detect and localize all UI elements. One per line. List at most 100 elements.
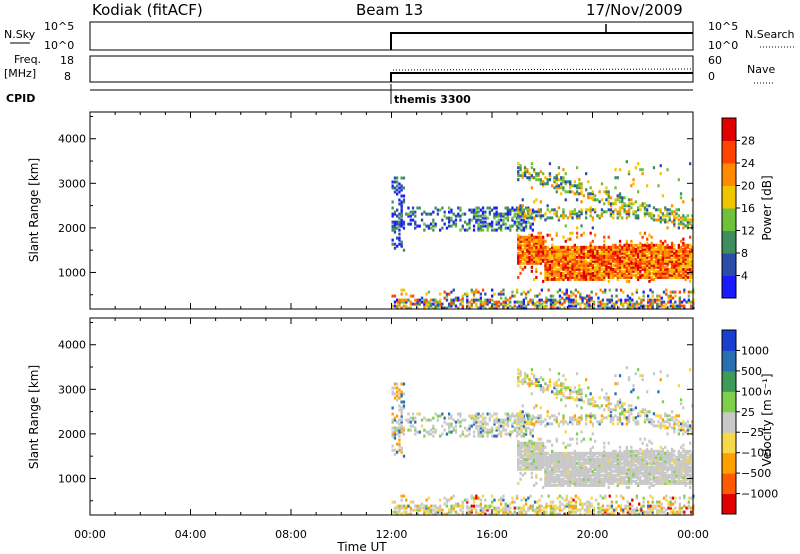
power-cell xyxy=(630,251,633,255)
power-cell xyxy=(573,263,576,267)
power-cell xyxy=(539,257,542,261)
velocity-cell xyxy=(551,457,554,461)
velocity-cell xyxy=(583,502,586,506)
velocity-cell xyxy=(500,432,503,436)
velocity-cell xyxy=(630,477,633,481)
power-cell xyxy=(539,241,542,245)
velocity-cell xyxy=(553,459,556,463)
power-cell xyxy=(594,273,597,277)
power-cell xyxy=(655,249,658,253)
velocity-cell xyxy=(686,459,689,463)
power-cell xyxy=(544,271,547,275)
power-cell xyxy=(691,255,694,259)
power-cell xyxy=(580,257,583,261)
velocity-cell xyxy=(548,380,552,384)
velocity-cell xyxy=(659,455,662,459)
velocity-cell xyxy=(523,378,527,382)
velocity-cell xyxy=(452,494,455,498)
velocity-cell xyxy=(589,463,592,467)
power-cell xyxy=(575,198,579,202)
power-cell xyxy=(497,304,501,308)
power-cell xyxy=(396,220,399,224)
power-cell xyxy=(591,245,594,249)
power-cell xyxy=(548,273,552,277)
velocity-cell xyxy=(673,457,676,461)
velocity-cell xyxy=(621,461,624,465)
velocity-cell xyxy=(515,418,519,422)
velocity-cell xyxy=(614,449,617,453)
power-cell xyxy=(641,261,644,265)
power-cell xyxy=(625,243,628,247)
velocity-cell xyxy=(504,418,507,422)
velocity-cell xyxy=(605,465,608,469)
power-cell xyxy=(643,261,647,265)
nsky-trace xyxy=(390,32,693,50)
velocity-cell xyxy=(582,459,585,463)
power-cell xyxy=(670,269,674,273)
power-cell xyxy=(564,263,567,267)
power-cell xyxy=(598,214,601,218)
power-cell xyxy=(689,253,692,257)
power-cell xyxy=(677,261,680,265)
power-cell xyxy=(607,279,610,283)
power-cell xyxy=(504,216,507,220)
velocity-cell xyxy=(637,461,640,465)
power-cell xyxy=(632,251,635,255)
power-cell xyxy=(634,253,637,257)
velocity-cell xyxy=(571,451,574,455)
power-cell xyxy=(658,302,661,306)
power-cell xyxy=(479,218,482,222)
power-cell xyxy=(613,302,616,306)
velocity-cell xyxy=(641,463,644,467)
velocity-cell xyxy=(530,443,533,447)
power-cell xyxy=(411,294,415,298)
power-cell xyxy=(562,235,565,239)
velocity-cell xyxy=(650,467,653,471)
velocity-cell xyxy=(594,477,597,481)
power-ytick-label: 3000 xyxy=(58,177,86,190)
power-cell xyxy=(475,210,478,214)
power-cell xyxy=(691,259,694,263)
power-cell xyxy=(400,220,403,224)
power-cell xyxy=(569,271,572,275)
power-cell xyxy=(603,257,606,261)
velocity-cell xyxy=(587,457,590,461)
velocity-cell xyxy=(583,512,586,516)
velocity-cell xyxy=(589,449,592,453)
velocity-cell xyxy=(616,481,619,485)
velocity-cell xyxy=(674,506,677,510)
velocity-cell xyxy=(686,477,689,481)
velocity-cell xyxy=(523,465,527,469)
power-cell xyxy=(591,226,594,230)
power-cell xyxy=(582,259,585,263)
velocity-cell xyxy=(393,510,397,514)
power-cell xyxy=(662,290,666,294)
velocity-cell xyxy=(524,430,528,434)
power-cell xyxy=(600,257,604,261)
velocity-cell xyxy=(575,467,579,471)
power-cell xyxy=(659,257,662,261)
velocity-cell xyxy=(678,510,681,514)
velocity-cell xyxy=(630,449,633,453)
power-cell xyxy=(573,255,576,259)
power-cell xyxy=(523,235,527,239)
velocity-cell xyxy=(535,420,538,424)
velocity-cell xyxy=(566,473,570,477)
velocity-cell xyxy=(418,508,421,512)
velocity-cell xyxy=(546,461,549,465)
power-cell xyxy=(600,277,604,281)
velocity-cell xyxy=(521,441,524,445)
power-cell xyxy=(519,212,522,216)
power-cell xyxy=(495,212,498,216)
velocity-cell xyxy=(504,428,507,432)
velocity-cell xyxy=(600,457,604,461)
velocity-cell xyxy=(537,467,540,471)
power-cell xyxy=(609,214,613,218)
velocity-cell xyxy=(571,475,574,479)
velocity-cell xyxy=(643,451,647,455)
power-cell xyxy=(571,184,574,188)
power-cell xyxy=(539,178,542,182)
velocity-cell xyxy=(537,445,540,449)
power-cell xyxy=(523,170,527,174)
velocity-cell xyxy=(677,475,680,479)
